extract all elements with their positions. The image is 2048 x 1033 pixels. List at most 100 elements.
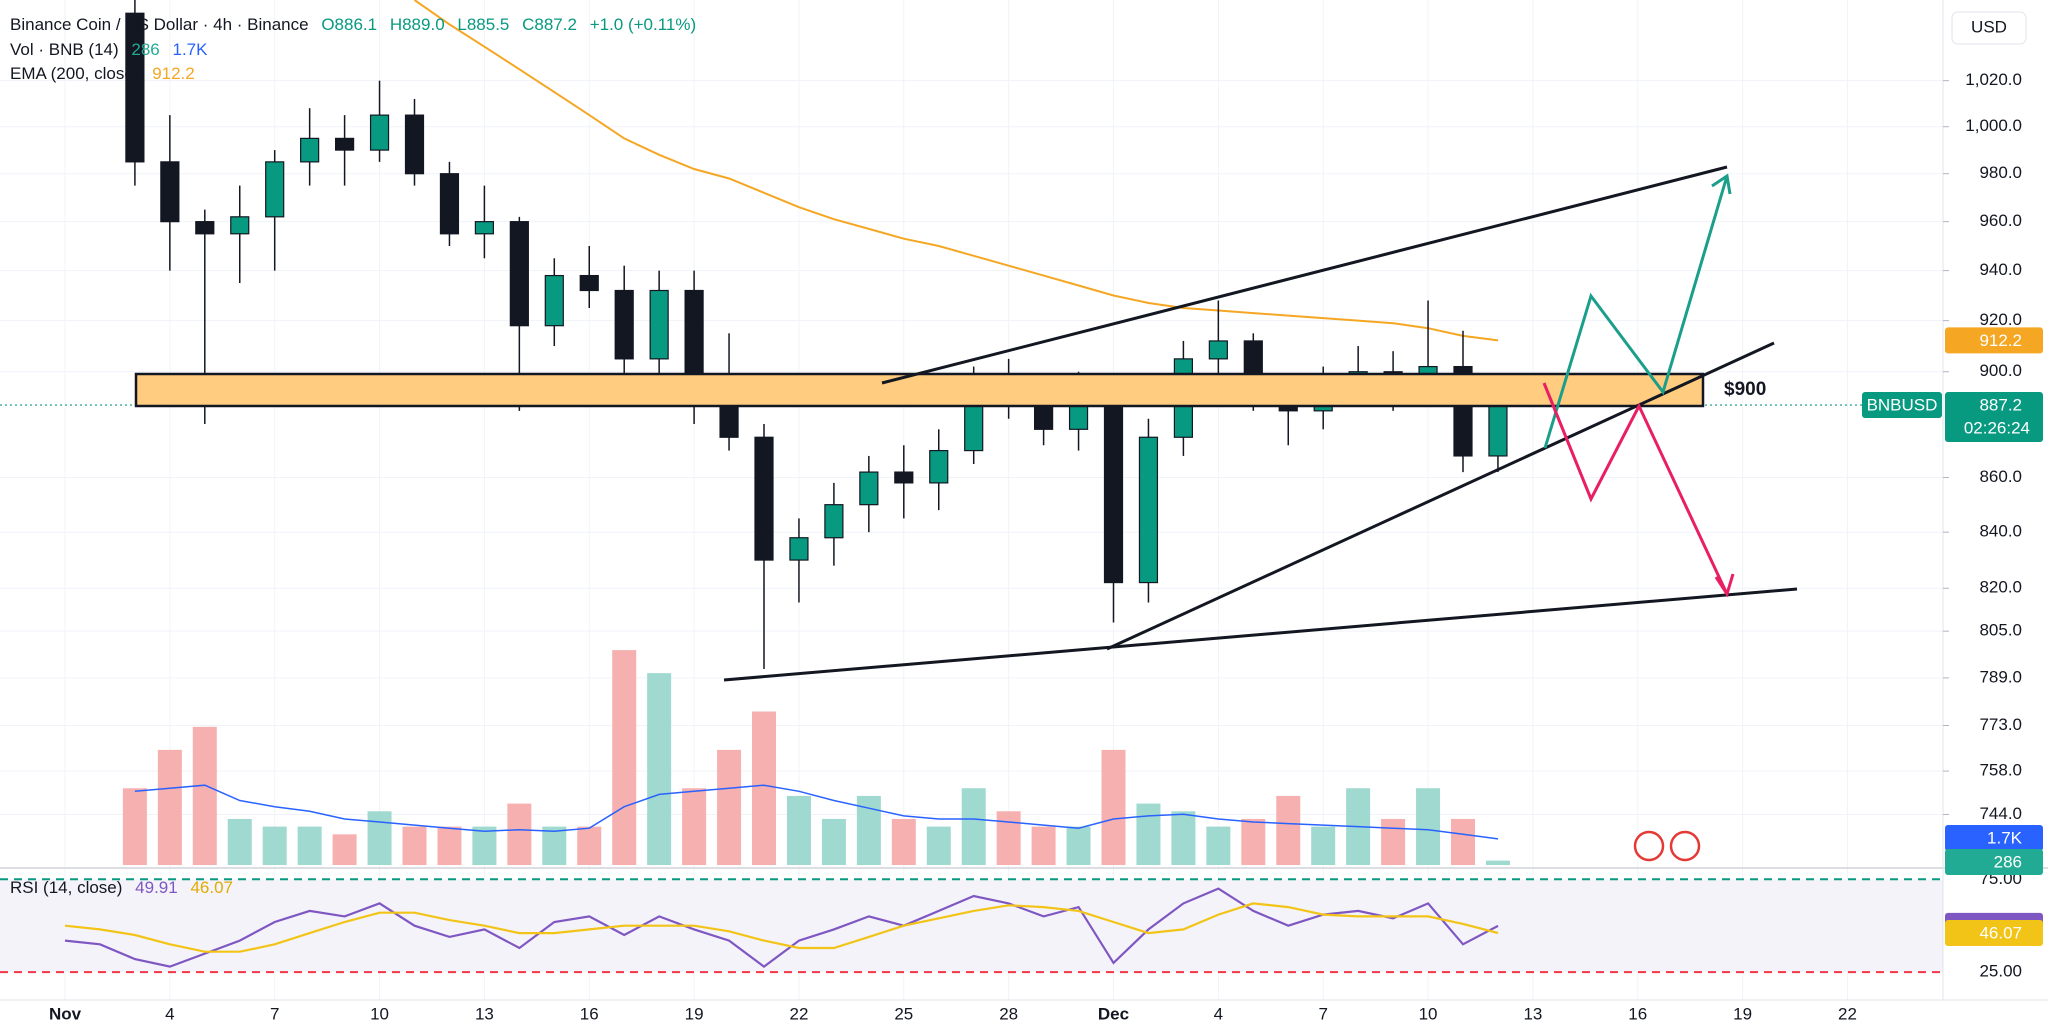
x-tick-label: 7 <box>1318 1004 1327 1023</box>
price-badge <box>1945 920 2043 947</box>
volume-bar <box>192 726 217 865</box>
x-tick-label: Nov <box>49 1004 82 1023</box>
arrow-head <box>1714 573 1735 598</box>
currency-button[interactable] <box>1951 11 2027 45</box>
volume-bar <box>1136 803 1161 865</box>
candle-body <box>649 289 669 360</box>
volume-bar <box>122 788 147 865</box>
x-tick-label: 4 <box>1214 1004 1223 1023</box>
volume-bar <box>1311 826 1336 865</box>
volume-ma-line <box>134 784 1499 840</box>
candle-body <box>1488 404 1508 457</box>
y-tick-label: 820.0 <box>1979 578 2022 597</box>
y-tick-label: 940.0 <box>1979 260 2022 279</box>
change: +1.0 (+0.11%) <box>590 15 696 34</box>
volume-bar <box>612 650 637 865</box>
volume-bar <box>647 673 672 865</box>
event-icon[interactable] <box>1633 830 1665 862</box>
volume-bar <box>1381 818 1406 865</box>
x-tick-label: 28 <box>999 1004 1018 1023</box>
volume-ma-value: 1.7K <box>173 40 209 59</box>
volume-bar <box>1485 860 1510 865</box>
candle-body <box>824 504 844 539</box>
trend-line <box>723 587 1798 682</box>
x-tick-label: 10 <box>1419 1004 1438 1023</box>
ema-line <box>413 0 1499 342</box>
volume-bar <box>926 826 951 865</box>
candle-body <box>544 274 564 327</box>
high: H889.0 <box>390 15 445 34</box>
drawings: $900 <box>134 165 1798 862</box>
candle-body <box>474 221 494 235</box>
y-tick-label: 900.0 <box>1979 361 2022 380</box>
volume-bar <box>717 749 742 865</box>
low: L885.5 <box>457 15 509 34</box>
volume-legend: Vol · BNB (14) 286 1.7K <box>10 40 208 59</box>
candle-body <box>404 114 425 175</box>
volume-bar <box>367 811 392 865</box>
candle-body <box>509 221 529 327</box>
y-tick-label: 744.0 <box>1979 804 2022 823</box>
y-tick-label: 1,020.0 <box>1965 70 2022 89</box>
candle-body <box>439 173 460 235</box>
price-pane <box>0 0 1943 670</box>
x-tick-label: 19 <box>1733 1004 1752 1023</box>
badge-label: 912.2 <box>1979 331 2022 350</box>
y-tick-label: 980.0 <box>1979 163 2022 182</box>
volume-value: 286 <box>131 40 159 59</box>
volume-bar <box>437 826 462 865</box>
rsi-legend: RSI (14, close) 49.91 46.07 <box>10 878 233 897</box>
badges: BNBUSD887.202:26:24912.21.7K28649.9146.0… <box>1862 327 2043 947</box>
ema-title: EMA (200, close) <box>10 64 139 83</box>
candle-body <box>614 289 634 360</box>
rsi-title: RSI (14, close) <box>10 878 122 897</box>
volume-bar <box>891 818 916 865</box>
candle-body <box>195 221 215 235</box>
volume-bar <box>1066 826 1091 865</box>
x-tick-label: 16 <box>580 1004 599 1023</box>
trend-line <box>881 165 1728 385</box>
candle-body <box>335 137 355 151</box>
badge-label: 46.07 <box>1979 923 2022 942</box>
symbol-badge <box>1862 392 1942 419</box>
bear-path <box>1542 382 1729 595</box>
volume-bar <box>262 826 287 865</box>
volume-bar <box>542 826 567 865</box>
x-tick-label: 19 <box>685 1004 704 1023</box>
y-tick-label: 773.0 <box>1979 715 2022 734</box>
currency[interactable]: USD <box>1971 17 2007 36</box>
zone-label: $900 <box>1724 379 1766 400</box>
candle-body <box>684 289 704 386</box>
volume-bar <box>1206 826 1231 865</box>
title: Binance Coin / US Dollar · 4h · Binance <box>10 15 309 34</box>
bull-path <box>1543 175 1729 449</box>
candle-body <box>230 216 250 235</box>
volume-bar <box>157 749 182 865</box>
volume-bar <box>227 818 252 865</box>
volume-pane <box>122 650 1510 865</box>
x-tick-label: 22 <box>789 1004 808 1023</box>
volume-bar <box>332 834 357 865</box>
y-tick-label: 920.0 <box>1979 310 2022 329</box>
price-badge <box>1945 825 2043 851</box>
volume-bar <box>1241 818 1266 865</box>
candle-body <box>894 471 914 484</box>
rsi-value: 49.91 <box>135 878 178 897</box>
volume-title: Vol · BNB (14) <box>10 40 119 59</box>
ema-value: 912.2 <box>152 64 195 83</box>
volume-bar <box>1276 795 1301 865</box>
volume-bar <box>402 826 427 865</box>
candle-body <box>369 114 390 151</box>
axes: 744.0 758.0 773.0 789.0 805.0 820.0 840.0 860.0… <box>49 70 2022 1023</box>
volume-bar <box>507 803 532 865</box>
x-tick-label: 4 <box>165 1004 174 1023</box>
y-tick-label: 960.0 <box>1979 211 2022 230</box>
x-tick-label: 22 <box>1838 1004 1857 1023</box>
candle-body <box>300 137 320 163</box>
volume-bar <box>1451 818 1475 865</box>
candle-body <box>125 12 145 163</box>
x-tick-label: 13 <box>1523 1004 1542 1023</box>
symbol-label: BNBUSD <box>1867 396 1938 415</box>
event-icon[interactable] <box>1669 830 1701 862</box>
